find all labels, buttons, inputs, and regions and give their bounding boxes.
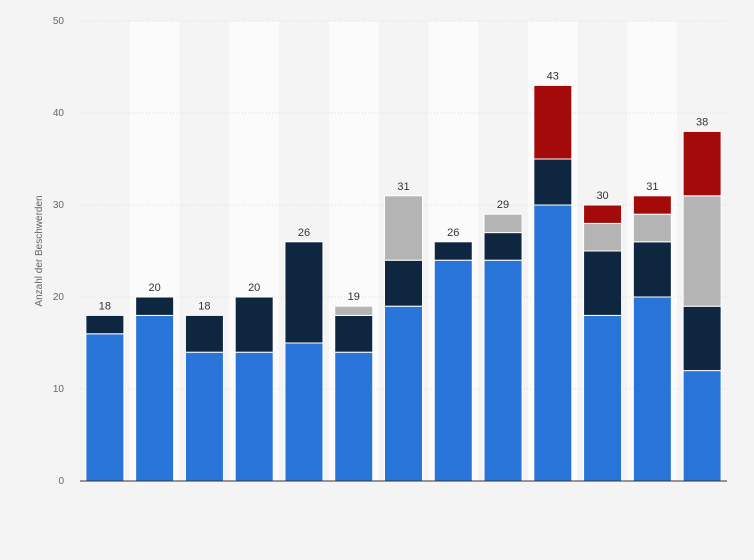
bar-10-segment-2 bbox=[583, 222, 623, 252]
bar-4-segment-0 bbox=[284, 342, 324, 482]
bar-7-segment-1 bbox=[433, 241, 473, 261]
data-label-4: 26 bbox=[298, 227, 310, 239]
bar-3-segment-1 bbox=[234, 296, 274, 353]
bar-8-segment-0 bbox=[483, 259, 523, 482]
bar-11-segment-1 bbox=[632, 241, 672, 298]
y-tick-label-40: 40 bbox=[53, 108, 65, 119]
bar-8-segment-2 bbox=[483, 213, 523, 234]
bar-1-segment-0 bbox=[135, 314, 175, 482]
bar-6-segment-1 bbox=[384, 259, 423, 307]
data-label-5: 19 bbox=[348, 291, 360, 303]
bar-1-segment-1 bbox=[135, 296, 175, 316]
data-label-3: 20 bbox=[248, 282, 260, 294]
data-label-0: 18 bbox=[99, 300, 111, 312]
y-tick-label-30: 30 bbox=[53, 200, 65, 211]
bar-12-segment-1 bbox=[682, 305, 722, 372]
bar-12-segment-3 bbox=[682, 130, 722, 197]
bar-11-segment-2 bbox=[632, 213, 672, 243]
data-label-9: 43 bbox=[547, 70, 559, 82]
data-label-12: 38 bbox=[696, 116, 708, 128]
data-label-6: 31 bbox=[397, 181, 409, 193]
bar-8-segment-1 bbox=[483, 232, 523, 261]
bar-6-segment-2 bbox=[384, 195, 423, 261]
bar-5-segment-2 bbox=[334, 305, 374, 316]
bar-12-segment-0 bbox=[682, 370, 722, 482]
bar-6-segment-0 bbox=[384, 305, 423, 482]
bar-7-segment-0 bbox=[433, 259, 473, 482]
y-tick-label-20: 20 bbox=[53, 292, 65, 303]
bar-2-segment-0 bbox=[184, 351, 224, 482]
bar-3-segment-0 bbox=[234, 351, 274, 482]
bar-9-segment-1 bbox=[533, 158, 573, 206]
y-axis-title: Anzahl der Beschwerden bbox=[34, 195, 45, 306]
bar-9-segment-3 bbox=[533, 84, 573, 160]
bar-12-segment-2 bbox=[682, 195, 722, 307]
bar-11-segment-3 bbox=[632, 195, 672, 215]
y-tick-label-10: 10 bbox=[53, 384, 65, 395]
data-label-8: 29 bbox=[497, 199, 509, 211]
y-axis-ticks: 0 10 20 30 40 50 bbox=[53, 16, 65, 487]
data-label-7: 26 bbox=[447, 227, 459, 239]
bar-5-segment-0 bbox=[334, 351, 374, 482]
bars bbox=[85, 84, 722, 482]
bar-10-segment-1 bbox=[583, 250, 623, 316]
bar-10-segment-0 bbox=[583, 314, 623, 482]
bar-0-segment-0 bbox=[85, 333, 125, 482]
bar-9-segment-0 bbox=[533, 204, 573, 482]
data-label-11: 31 bbox=[646, 181, 658, 193]
bar-5-segment-1 bbox=[334, 314, 374, 353]
y-tick-label-50: 50 bbox=[53, 16, 65, 27]
data-labels: 18 20 18 20 26 19 31 26 29 43 30 31 38 bbox=[99, 70, 708, 312]
bar-0-segment-1 bbox=[85, 314, 125, 335]
data-label-2: 18 bbox=[198, 300, 210, 312]
y-tick-label-0: 0 bbox=[58, 476, 64, 487]
bar-10-segment-3 bbox=[583, 204, 623, 224]
data-label-1: 20 bbox=[149, 282, 161, 294]
data-label-10: 30 bbox=[596, 190, 608, 202]
bar-11-segment-0 bbox=[632, 296, 672, 482]
bar-4-segment-1 bbox=[284, 241, 324, 344]
bar-2-segment-1 bbox=[184, 314, 224, 353]
